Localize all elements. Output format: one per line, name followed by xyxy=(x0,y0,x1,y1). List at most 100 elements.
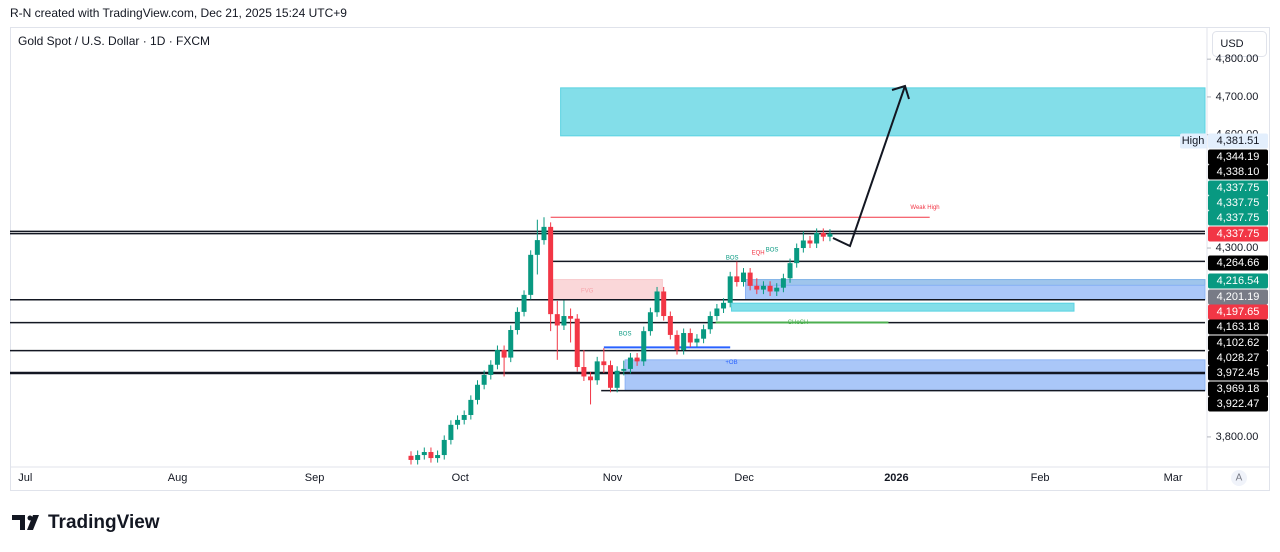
x-tick-label: Sep xyxy=(305,472,325,484)
price-label: 4,381.51 xyxy=(1217,135,1260,147)
candle-body xyxy=(807,240,813,244)
zone xyxy=(552,279,663,301)
candle-body xyxy=(461,415,467,420)
high-tag-box xyxy=(1180,133,1207,149)
x-tick-label: 2026 xyxy=(884,472,908,484)
annotation: FVG xyxy=(581,288,594,294)
candle-body xyxy=(820,232,826,237)
annotation: CHoCH xyxy=(788,320,809,326)
candle-body xyxy=(614,370,620,388)
credit: R-N created with TradingView.com, Dec 21… xyxy=(10,6,347,20)
candle-body xyxy=(647,312,653,332)
price-label: 4,344.19 xyxy=(1217,151,1260,163)
candle-body xyxy=(468,399,474,416)
candle-body xyxy=(561,316,567,326)
price-label-box xyxy=(1208,381,1268,397)
x-tick-label: Nov xyxy=(603,472,623,484)
projection-arrow xyxy=(832,85,906,248)
price-label: 3,972.45 xyxy=(1217,367,1260,379)
price-label-box xyxy=(1208,289,1268,305)
candle-body xyxy=(707,316,713,330)
candle-body xyxy=(528,254,534,295)
annotation: EQH xyxy=(752,251,765,257)
candle-body xyxy=(514,311,520,331)
candle-body xyxy=(588,376,594,381)
candle-body xyxy=(574,318,580,368)
x-tick-label: Mar xyxy=(1164,472,1183,484)
candle-body xyxy=(415,455,421,460)
price-label: 4,337.75 xyxy=(1217,197,1260,209)
plot xyxy=(10,87,1206,465)
annotation: BOS xyxy=(766,248,779,254)
x-tick-label: Oct xyxy=(452,472,469,484)
price-label-box xyxy=(1208,133,1268,149)
price-label-box xyxy=(1208,273,1268,289)
candle-body xyxy=(687,333,693,343)
logo-dot xyxy=(27,515,33,521)
logo-text: TradingView xyxy=(48,512,160,533)
candle-body xyxy=(435,455,441,459)
candle-body xyxy=(714,308,720,317)
price-label: 4,102.62 xyxy=(1217,337,1260,349)
frame xyxy=(10,27,1270,491)
candle-body xyxy=(448,424,454,440)
auto-scale-button[interactable] xyxy=(1231,470,1247,486)
price-label-box xyxy=(1208,210,1268,226)
candle-body xyxy=(501,350,507,358)
x-tick-label: Jul xyxy=(18,472,32,484)
x-tick-label: Dec xyxy=(734,472,754,484)
price-label: 3,969.18 xyxy=(1217,383,1260,395)
currency-button[interactable] xyxy=(1212,31,1267,57)
candle-body xyxy=(548,226,554,315)
price-label-box xyxy=(1208,319,1268,335)
price-label: 4,337.75 xyxy=(1217,212,1260,224)
y-tick-label: 4,300.00 xyxy=(1216,242,1259,254)
auto-scale: A xyxy=(1236,473,1243,484)
candle-body xyxy=(455,419,461,425)
zone xyxy=(560,87,1206,137)
candle-body xyxy=(594,361,600,381)
annotation: BOS xyxy=(726,255,739,261)
candle-body xyxy=(767,285,773,292)
price-label-box xyxy=(1208,255,1268,271)
price-label-box xyxy=(1208,149,1268,165)
price-label-box xyxy=(1208,226,1268,242)
y-tick-label: 3,800.00 xyxy=(1216,431,1259,443)
candle-body xyxy=(554,314,560,326)
candle-body xyxy=(421,452,427,456)
zone xyxy=(731,302,1075,312)
candle-body xyxy=(428,452,434,459)
price-label-box xyxy=(1208,396,1268,412)
candle-body xyxy=(601,361,607,366)
candle-body xyxy=(827,233,833,237)
candle-body xyxy=(734,276,740,283)
price-label-box xyxy=(1208,180,1268,196)
candle-body xyxy=(780,278,786,288)
candle-body xyxy=(721,302,727,309)
price-label: 4,264.66 xyxy=(1217,257,1260,269)
candle-body xyxy=(494,350,500,365)
chart-title: Gold Spot / U.S. Dollar · 1D · FXCM xyxy=(18,34,210,48)
candle-body xyxy=(814,232,820,244)
zone xyxy=(744,284,1206,301)
candle-body xyxy=(488,364,494,375)
price-label: 4,337.75 xyxy=(1217,228,1260,240)
price-label: 4,163.18 xyxy=(1217,321,1260,333)
candle-body xyxy=(667,316,673,335)
candle-body xyxy=(774,287,780,292)
annotation: +OB xyxy=(725,360,737,366)
candle-body xyxy=(581,367,587,377)
candle-body xyxy=(607,365,613,388)
logo: TradingView xyxy=(12,512,160,533)
candle-body xyxy=(760,285,766,290)
candle-body xyxy=(747,272,753,286)
candle-body xyxy=(641,331,647,362)
candle-body xyxy=(481,374,487,385)
candle-body xyxy=(681,333,687,351)
x-tick-label: Aug xyxy=(168,472,188,484)
price-label-box xyxy=(1208,350,1268,366)
annotation: BOS xyxy=(619,332,632,338)
candle-body xyxy=(541,226,547,241)
price-label: 4,201.19 xyxy=(1217,291,1260,303)
